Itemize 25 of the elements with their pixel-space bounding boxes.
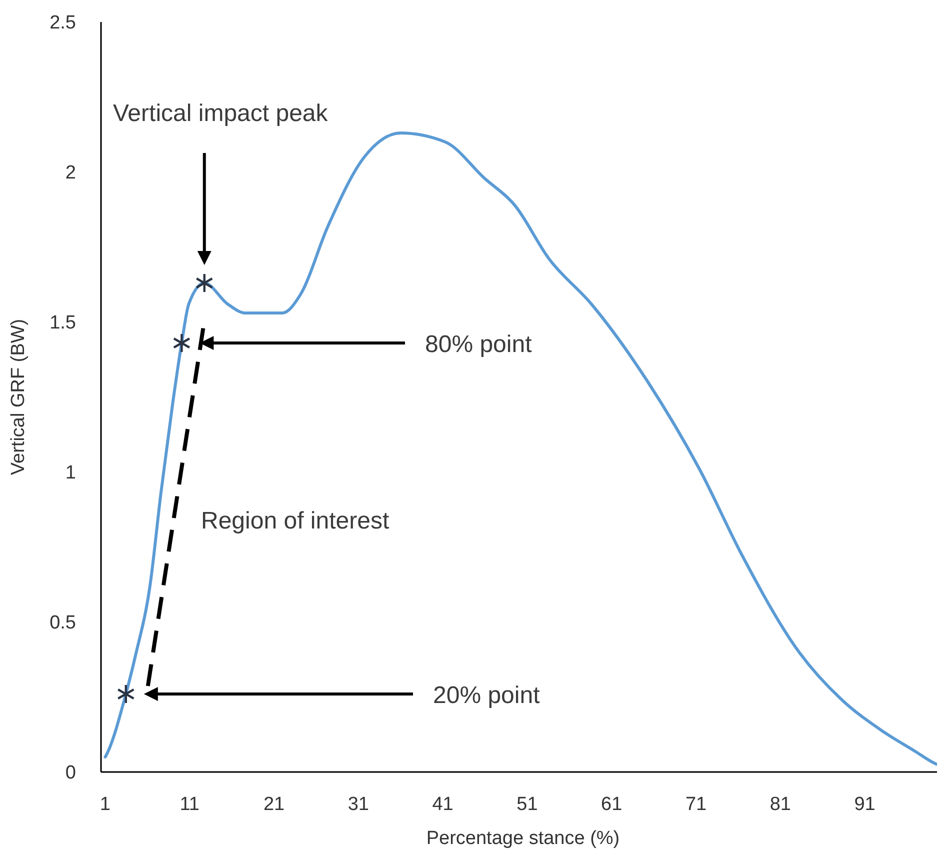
x-tick-label: 1 [100, 794, 111, 815]
x-tick-label: 51 [516, 794, 538, 815]
y-tick-label: 0.5 [50, 612, 76, 634]
x-tick-label: 21 [263, 794, 285, 815]
y-axis-title: Vertical GRF (BW) [8, 318, 29, 476]
point [117, 684, 135, 704]
x-tick-label: 61 [601, 794, 622, 815]
x-axis-title: Percentage stance (%) [426, 828, 620, 849]
annotation: Vertical impact peak [113, 100, 329, 127]
x-tick-label: 31 [348, 794, 369, 815]
annotation: 20% point [433, 682, 540, 709]
x-tick-label: 41 [432, 794, 454, 815]
point [195, 272, 214, 294]
y-tick-label: 2 [65, 162, 76, 184]
annotation: Region of interest [201, 508, 390, 534]
x-tick-label: 71 [685, 794, 707, 815]
y-tick-label: 0 [65, 762, 76, 784]
x-tick-label: 11 [180, 794, 200, 815]
y-tick-label: 1.5 [50, 312, 76, 334]
y-tick-label: 1 [65, 462, 76, 484]
x-tick-label: 91 [854, 794, 876, 815]
annotation: 80% point [425, 331, 532, 358]
point [172, 332, 191, 354]
x-tick-label: 81 [770, 794, 791, 815]
y-tick-label: 2.5 [50, 12, 76, 34]
